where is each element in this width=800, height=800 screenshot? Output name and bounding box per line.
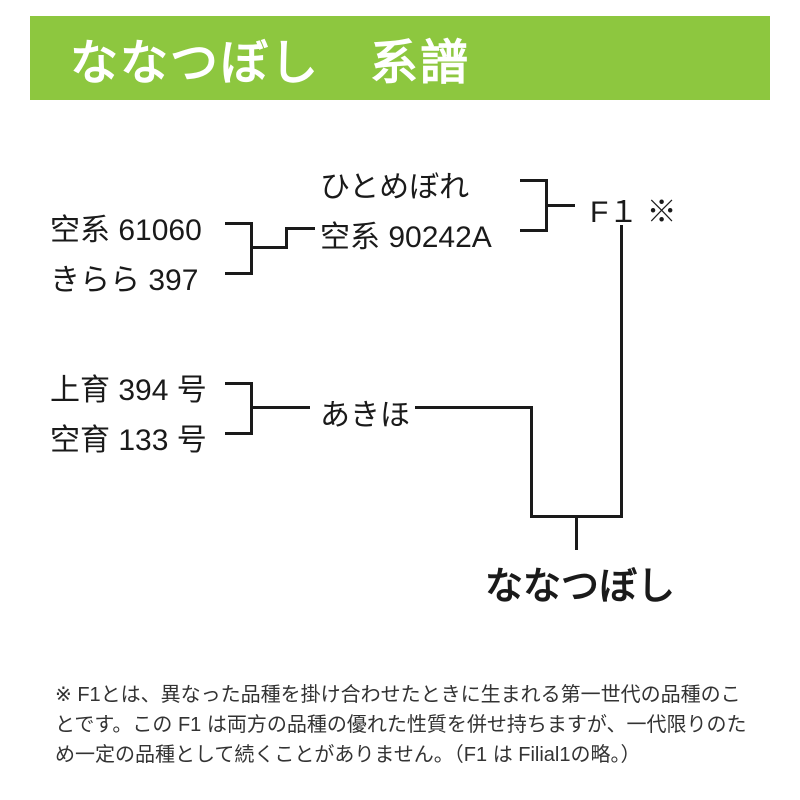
bracket-b bbox=[520, 179, 545, 182]
node-d1: 上育 394 号 bbox=[50, 365, 207, 409]
diagram-area: 空系 61060 きらら 397 ひとめぼれ 空系 90242A F１ ※ 上育… bbox=[30, 130, 770, 650]
connector-akiho-down bbox=[530, 406, 533, 515]
header-bar: ななつぼし 系譜 bbox=[30, 16, 770, 100]
header-title: ななつぼし 系譜 bbox=[70, 23, 470, 93]
node-c1: F１ ※ bbox=[590, 187, 677, 231]
footnote-text: ※ F1とは、異なった品種を掛け合わせたときに生まれる第一世代の品種のことです。… bbox=[55, 680, 755, 770]
node-d2: 空育 133 号 bbox=[50, 415, 207, 459]
bracket-a bbox=[225, 272, 250, 275]
connector-result bbox=[575, 515, 578, 550]
genealogy-diagram: ななつぼし 系譜 空系 61060 きらら 397 ひとめぼれ 空系 90242… bbox=[0, 0, 800, 800]
bracket-a bbox=[225, 222, 250, 225]
connector-a-b2 bbox=[285, 227, 315, 230]
connector-f1-down bbox=[620, 225, 623, 515]
bracket-a bbox=[250, 246, 285, 249]
bracket-b bbox=[520, 229, 545, 232]
connector-e bbox=[415, 406, 530, 409]
node-result: ななつぼし bbox=[485, 555, 675, 610]
node-b2: 空系 90242A bbox=[320, 212, 492, 256]
node-e1: あきほ bbox=[320, 390, 410, 434]
bracket-d bbox=[225, 432, 250, 435]
node-a1: 空系 61060 bbox=[50, 205, 202, 249]
connector-a-b2 bbox=[285, 227, 288, 249]
bracket-d bbox=[250, 406, 310, 409]
node-b1: ひとめぼれ bbox=[320, 162, 469, 206]
node-a2: きらら 397 bbox=[50, 255, 198, 299]
bracket-b bbox=[545, 204, 575, 207]
bracket-d bbox=[225, 382, 250, 385]
